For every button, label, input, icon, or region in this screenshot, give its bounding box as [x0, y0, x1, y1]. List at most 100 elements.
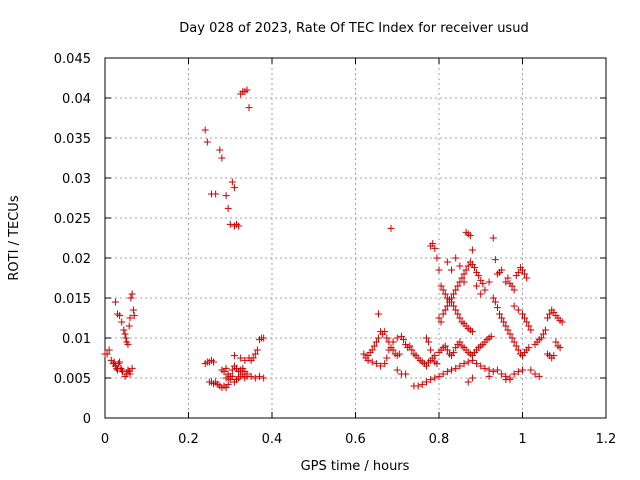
data-point-marker — [105, 346, 113, 354]
data-point-marker — [468, 374, 476, 382]
data-point-marker — [454, 282, 462, 290]
data-point-marker — [448, 266, 456, 274]
data-point-marker — [226, 220, 234, 228]
data-point-marker — [228, 366, 236, 374]
x-tick-label: 0.2 — [178, 432, 199, 447]
data-point-marker — [485, 278, 493, 286]
data-point-marker — [431, 352, 439, 360]
data-point-marker — [368, 346, 376, 354]
data-point-marker — [452, 286, 460, 294]
data-point-marker — [435, 266, 443, 274]
data-point-marker — [464, 262, 472, 270]
data-point-marker — [249, 354, 257, 362]
data-point-marker — [228, 372, 236, 380]
data-point-marker — [479, 280, 487, 288]
data-point-marker — [210, 358, 218, 366]
data-point-marker — [414, 382, 422, 390]
data-point-marker — [468, 328, 476, 336]
data-point-marker — [510, 302, 518, 310]
data-point-marker — [498, 370, 506, 378]
data-point-marker — [489, 368, 497, 376]
data-point-marker — [247, 372, 255, 380]
data-point-marker — [218, 154, 226, 162]
data-point-marker — [544, 314, 552, 322]
data-point-marker — [381, 360, 389, 368]
data-point-marker — [481, 286, 489, 294]
data-point-marker — [452, 306, 460, 314]
data-point-marker — [477, 362, 485, 370]
data-point-marker — [498, 314, 506, 322]
data-point-marker — [393, 334, 401, 342]
data-point-marker — [260, 334, 268, 342]
data-point-marker — [125, 322, 133, 330]
x-tick-label: 0.4 — [262, 432, 283, 447]
data-point-marker — [504, 326, 512, 334]
data-point-marker — [243, 86, 251, 94]
data-point-marker — [485, 366, 493, 374]
data-point-marker — [468, 246, 476, 254]
data-point-marker — [260, 374, 268, 382]
data-point-marker — [431, 374, 439, 382]
y-tick-label: 0.035 — [54, 132, 91, 147]
data-point-marker — [127, 294, 135, 302]
data-point-marker — [253, 346, 261, 354]
data-point-marker — [458, 274, 466, 282]
data-point-marker — [491, 298, 499, 306]
data-point-marker — [360, 350, 368, 358]
data-point-marker — [235, 222, 243, 230]
data-point-marker — [523, 274, 531, 282]
data-point-marker — [387, 224, 395, 232]
x-tick-label: 0 — [101, 432, 109, 447]
data-point-marker — [448, 366, 456, 374]
data-point-marker — [500, 318, 508, 326]
data-point-marker — [527, 326, 535, 334]
data-point-marker — [389, 338, 397, 346]
data-point-marker — [230, 352, 238, 360]
data-point-marker — [460, 360, 468, 368]
data-point-marker — [117, 364, 125, 372]
data-point-marker — [422, 362, 430, 370]
data-point-marker — [427, 346, 435, 354]
y-axis: 0 0.005 0.01 0.015 0.02 0.025 0.03 0.035 0.04 0.0… — [54, 52, 606, 427]
data-point-marker — [230, 184, 238, 192]
y-tick-label: 0.025 — [54, 212, 91, 227]
data-point-marker — [439, 370, 447, 378]
data-point-marker — [122, 334, 130, 342]
data-point-marker — [550, 352, 558, 360]
data-point-marker — [470, 264, 478, 272]
data-point-marker — [239, 370, 247, 378]
chart-title: Day 028 of 2023, Rate Of TEC Index for r… — [179, 21, 528, 36]
data-point-marker — [383, 334, 391, 342]
y-tick-label: 0.045 — [54, 52, 91, 67]
data-point-marker — [441, 290, 449, 298]
data-point-marker — [496, 310, 504, 318]
data-points — [101, 86, 566, 392]
x-tick-label: 0.6 — [345, 432, 366, 447]
data-point-marker — [124, 340, 132, 348]
x-axis-label: GPS time / hours — [301, 459, 410, 474]
data-point-marker — [427, 376, 435, 384]
data-point-marker — [201, 126, 209, 134]
data-point-marker — [506, 330, 514, 338]
data-point-marker — [481, 364, 489, 372]
data-point-marker — [245, 104, 253, 112]
data-point-marker — [460, 278, 468, 286]
data-point-marker — [535, 372, 543, 380]
data-point-marker — [519, 266, 526, 274]
data-point-marker — [255, 372, 263, 380]
data-point-marker — [224, 380, 232, 388]
data-point-marker — [251, 374, 259, 382]
data-point-marker — [498, 266, 506, 274]
data-point-marker — [521, 314, 529, 322]
data-point-marker — [222, 364, 230, 372]
data-point-marker — [541, 326, 549, 334]
data-point-marker — [508, 334, 516, 342]
data-point-marker — [504, 274, 512, 282]
data-point-marker — [519, 366, 526, 374]
data-point-marker — [493, 366, 501, 374]
data-point-marker — [395, 350, 403, 358]
data-point-marker — [406, 342, 414, 350]
data-point-marker — [558, 318, 566, 326]
data-point-marker — [400, 336, 408, 344]
